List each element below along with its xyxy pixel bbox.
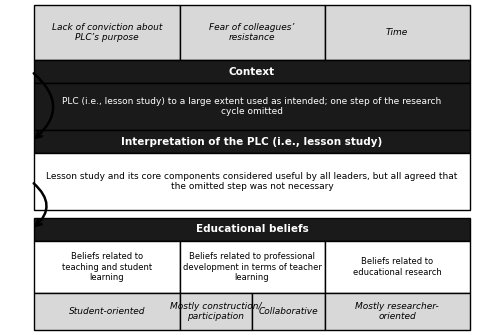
Bar (252, 293, 324, 330)
Text: Mostly construction/
participation: Mostly construction/ participation (170, 302, 262, 321)
Text: PLC (i.e., lesson study) to a large extent used as intended; one step of the res: PLC (i.e., lesson study) to a large exte… (62, 97, 442, 116)
Text: Beliefs related to
teaching and student
learning: Beliefs related to teaching and student … (62, 252, 152, 282)
Text: Student-oriented: Student-oriented (68, 307, 145, 316)
Bar (34, 60, 469, 83)
Text: Beliefs related to
educational research: Beliefs related to educational research (352, 257, 442, 277)
Bar (34, 5, 180, 60)
Bar (34, 241, 180, 293)
Bar (34, 83, 469, 130)
Text: Educational beliefs: Educational beliefs (196, 224, 308, 234)
Text: Context: Context (229, 67, 275, 76)
Text: Lack of conviction about
PLC’s purpose: Lack of conviction about PLC’s purpose (52, 23, 162, 42)
Bar (180, 241, 324, 293)
Bar (180, 293, 252, 330)
Text: Lesson study and its core components considered useful by all leaders, but all a: Lesson study and its core components con… (46, 172, 458, 191)
Text: Beliefs related to professional
development in terms of teacher
learning: Beliefs related to professional developm… (182, 252, 322, 282)
Bar (324, 5, 470, 60)
Text: Interpretation of the PLC (i.e., lesson study): Interpretation of the PLC (i.e., lesson … (122, 136, 382, 146)
Text: Time: Time (386, 28, 408, 37)
Bar (324, 241, 470, 293)
Text: Mostly researcher-
oriented: Mostly researcher- oriented (355, 302, 439, 321)
Text: Collaborative: Collaborative (258, 307, 318, 316)
Bar (34, 293, 180, 330)
Bar (34, 218, 469, 241)
Bar (34, 130, 469, 153)
Text: Fear of colleagues’
resistance: Fear of colleagues’ resistance (210, 23, 294, 42)
Bar (324, 293, 470, 330)
Bar (34, 153, 469, 210)
Bar (180, 5, 324, 60)
